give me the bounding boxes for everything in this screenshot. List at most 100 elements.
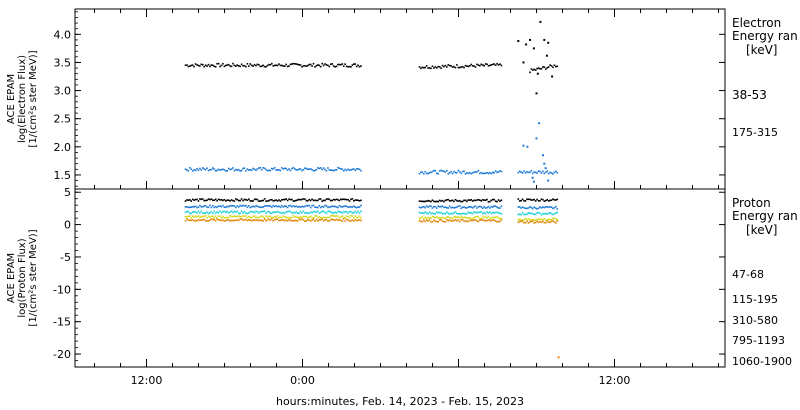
data-point-proton-0 [224, 200, 227, 202]
data-point-electron-1 [273, 166, 276, 169]
data-point-proton-4 [204, 220, 207, 222]
data-point-proton-0 [321, 200, 323, 202]
data-point-proton-1 [301, 205, 303, 208]
data-point-electron-0 [529, 71, 531, 74]
data-point-electron-1 [214, 169, 217, 172]
data-point-proton-2 [308, 212, 311, 215]
data-point-electron-1 [542, 154, 544, 157]
data-point-proton-2 [332, 212, 335, 214]
data-point-electron-0 [191, 64, 194, 67]
data-point-proton-3 [483, 217, 485, 219]
data-point-proton-3 [335, 215, 338, 217]
data-point-proton-3 [499, 217, 501, 220]
data-point-proton-2 [341, 212, 344, 214]
data-point-electron-1 [556, 171, 559, 174]
data-point-electron-1 [543, 162, 546, 165]
data-point-proton-1 [242, 204, 244, 207]
data-point-proton-0 [220, 198, 223, 201]
data-point-electron-1 [210, 168, 213, 171]
data-point-proton-2 [266, 210, 269, 213]
data-point-electron-0 [549, 64, 551, 66]
data-point-proton-3 [360, 217, 362, 219]
data-point-proton-0 [243, 198, 246, 201]
data-point-proton-2 [242, 212, 244, 214]
data-point-proton-2 [230, 210, 233, 212]
data-point-proton-4 [214, 219, 217, 222]
data-point-proton-1 [435, 207, 438, 209]
data-point-electron-0 [341, 63, 344, 65]
data-point-proton-3 [190, 217, 193, 219]
data-point-proton-0 [246, 199, 249, 202]
data-point-electron-1 [197, 169, 200, 172]
data-point-proton-1 [480, 206, 483, 208]
data-point-proton-0 [236, 198, 239, 201]
data-point-electron-0 [260, 65, 263, 67]
data-point-electron-1 [526, 145, 529, 148]
data-point-electron-1 [531, 172, 534, 175]
data-point-proton-0 [184, 200, 187, 202]
data-point-electron-1 [342, 170, 345, 172]
data-point-electron-0 [447, 64, 450, 66]
data-point-electron-0 [332, 65, 335, 67]
data-point-proton-2 [283, 212, 286, 215]
data-point-proton-2 [213, 210, 216, 213]
data-point-proton-1 [246, 206, 249, 208]
data-point-proton-2 [301, 212, 303, 214]
data-point-electron-1 [255, 169, 257, 172]
data-point-electron-1 [321, 168, 323, 171]
data-point-proton-4 [282, 219, 285, 221]
data-point-proton-4 [239, 218, 241, 220]
data-point-proton-2 [347, 212, 349, 214]
data-point-electron-1 [347, 168, 349, 171]
data-point-proton-1 [353, 205, 355, 208]
data-point-proton-2 [520, 213, 522, 216]
data-point-electron-1 [324, 168, 326, 171]
data-point-proton-0 [524, 200, 527, 202]
data-point-proton-3 [314, 215, 316, 217]
data-point-proton-3 [433, 216, 435, 218]
data-point-electron-0 [454, 66, 457, 69]
data-point-electron-1 [441, 170, 444, 172]
data-point-electron-0 [281, 64, 283, 67]
data-point-proton-4 [440, 218, 442, 221]
data-point-proton-0 [262, 199, 264, 202]
data-point-electron-1 [476, 171, 478, 173]
data-point-proton-3 [279, 216, 282, 219]
data-point-electron-1 [269, 169, 272, 172]
data-point-electron-0 [288, 65, 290, 67]
data-point-proton-2 [424, 211, 427, 214]
data-point-electron-0 [434, 66, 437, 68]
data-point-proton-1 [279, 206, 282, 208]
data-point-proton-1 [338, 205, 341, 207]
data-point-proton-3 [233, 215, 236, 218]
data-point-proton-2 [260, 210, 263, 213]
data-point-proton-4 [245, 218, 247, 221]
data-point-proton-1 [360, 204, 362, 207]
data-point-electron-0 [551, 75, 554, 78]
data-point-proton-0 [536, 198, 538, 201]
legend-entry-electron-1: 175-315 [732, 126, 778, 139]
data-point-electron-0 [312, 62, 315, 65]
data-point-electron-0 [314, 66, 316, 68]
data-point-proton-0 [345, 198, 348, 201]
data-point-proton-2 [539, 212, 541, 215]
data-point-electron-1 [276, 169, 279, 171]
data-point-proton-1 [348, 206, 351, 208]
data-point-proton-3 [243, 215, 246, 218]
data-point-proton-4 [427, 220, 429, 222]
data-point-proton-1 [283, 205, 286, 207]
data-point-proton-2 [285, 211, 287, 213]
data-point-proton-0 [552, 198, 554, 200]
data-point-proton-4 [272, 220, 275, 222]
data-point-electron-1 [470, 172, 473, 175]
data-point-electron-1 [497, 171, 500, 173]
data-point-proton-2 [450, 212, 452, 215]
data-point-proton-2 [220, 211, 223, 214]
data-point-proton-2 [295, 211, 298, 213]
data-point-proton-0 [434, 200, 437, 203]
data-point-proton-1 [454, 206, 457, 209]
data-point-proton-2 [444, 212, 447, 215]
data-point-proton-1 [453, 207, 455, 209]
data-point-proton-4 [271, 218, 273, 220]
data-point-proton-0 [450, 199, 452, 202]
